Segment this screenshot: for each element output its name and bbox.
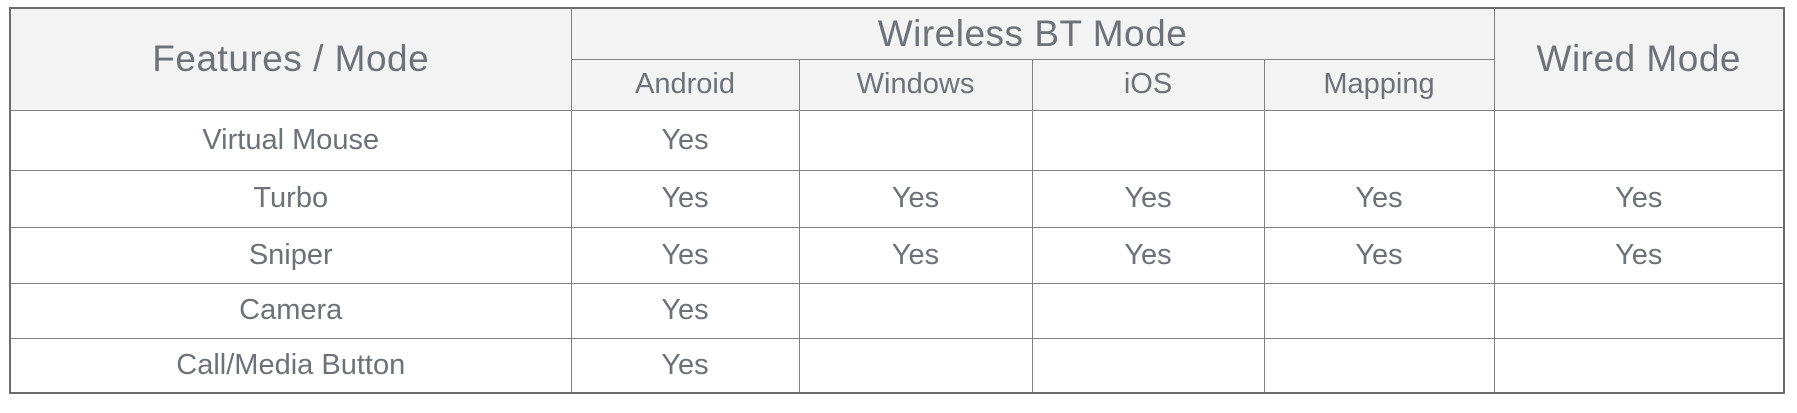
table-row-camera: Camera Yes <box>9 282 1785 339</box>
cell-mapping <box>1263 337 1495 394</box>
cell-android: Yes <box>570 109 800 171</box>
cell-wired: Yes <box>1493 226 1785 284</box>
group-header-wireless-bt-mode: Wireless BT Mode <box>570 7 1495 60</box>
cell-ios: Yes <box>1031 226 1265 284</box>
cell-mapping <box>1263 109 1495 171</box>
subheader-windows: Windows <box>798 58 1033 111</box>
cell-android: Yes <box>570 169 800 228</box>
cell-android: Yes <box>570 337 800 394</box>
cell-windows: Yes <box>798 226 1033 284</box>
cell-wired <box>1493 109 1785 171</box>
cell-mapping: Yes <box>1263 169 1495 228</box>
header-wired-mode: Wired Mode <box>1493 7 1785 111</box>
cell-android: Yes <box>570 282 800 339</box>
feature-mode-table-container: Features / Mode Wireless BT Mode Wired M… <box>9 7 1786 394</box>
subheader-android: Android <box>570 58 800 111</box>
cell-ios: Yes <box>1031 169 1265 228</box>
cell-mapping: Yes <box>1263 226 1495 284</box>
cell-android: Yes <box>570 226 800 284</box>
table-row-turbo: Turbo Yes Yes Yes Yes Yes <box>9 169 1785 228</box>
header-row-platforms: Android Windows iOS Mapping <box>10 58 1784 111</box>
cell-mapping <box>1263 282 1495 339</box>
feature-mode-table: Features / Mode Wireless BT Mode Wired M… <box>9 7 1786 394</box>
cell-wired: Yes <box>1493 169 1785 228</box>
feature-label: Camera <box>9 282 572 339</box>
table-row-sniper: Sniper Yes Yes Yes Yes Yes <box>9 226 1785 284</box>
cell-ios <box>1031 282 1265 339</box>
subheader-mapping: Mapping <box>1263 58 1495 111</box>
feature-label: Sniper <box>9 226 572 284</box>
table-row-call-media-button: Call/Media Button Yes <box>9 337 1785 394</box>
corner-header-features-mode: Features / Mode <box>9 7 572 111</box>
cell-ios <box>1031 109 1265 171</box>
cell-wired <box>1493 337 1785 394</box>
subheader-ios: iOS <box>1031 58 1265 111</box>
cell-windows <box>798 282 1033 339</box>
cell-ios <box>1031 337 1265 394</box>
feature-label: Turbo <box>9 169 572 228</box>
feature-label: Call/Media Button <box>9 337 572 394</box>
cell-windows: Yes <box>798 169 1033 228</box>
cell-wired <box>1493 282 1785 339</box>
cell-windows <box>798 337 1033 394</box>
cell-windows <box>798 109 1033 171</box>
header-row-groups: Features / Mode Wireless BT Mode Wired M… <box>9 7 1785 111</box>
feature-label: Virtual Mouse <box>9 109 572 171</box>
table-row-virtual-mouse: Virtual Mouse Yes <box>9 109 1785 171</box>
